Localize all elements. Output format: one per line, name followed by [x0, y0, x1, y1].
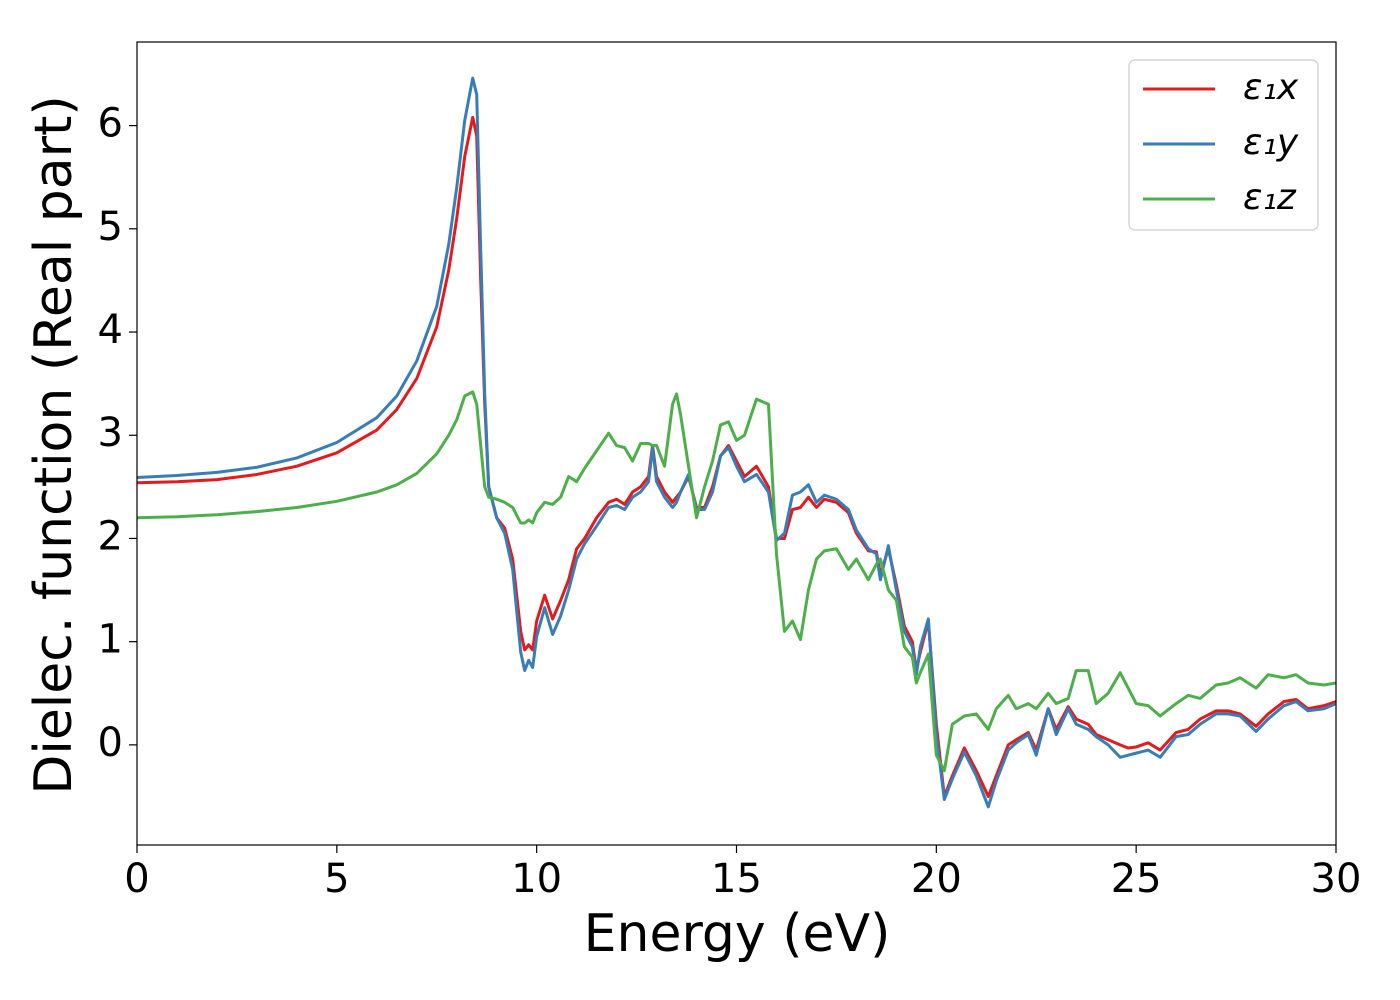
y-axis-label: Dielec. function (Real part)	[24, 95, 84, 794]
y-tick-label: 4	[98, 307, 123, 353]
x-axis-label: Energy (eV)	[584, 904, 891, 964]
x-tick-label: 10	[511, 856, 562, 902]
legend-label: ε₁y	[1243, 122, 1299, 163]
plot-lines	[137, 76, 1336, 809]
x-tick-label: 25	[1111, 856, 1162, 902]
series-line	[137, 390, 1336, 773]
y-tick-label: 1	[98, 617, 123, 663]
legend-label: ε₁z	[1243, 177, 1297, 218]
y-tick-label: 3	[98, 410, 123, 456]
x-tick-label: 30	[1311, 856, 1362, 902]
x-tick-label: 15	[711, 856, 762, 902]
legend-box	[1128, 59, 1319, 231]
y-tick-label: 5	[98, 204, 123, 250]
x-tick-label: 5	[324, 856, 349, 902]
legend-label: ε₁x	[1243, 67, 1299, 108]
y-tick-label: 0	[98, 720, 123, 766]
y-tick-label: 6	[98, 101, 123, 147]
y-tick-label: 2	[98, 513, 123, 559]
legend: ε₁x ε₁y ε₁z	[1128, 59, 1319, 231]
x-tick-label: 0	[124, 856, 149, 902]
x-tick-label: 20	[911, 856, 962, 902]
